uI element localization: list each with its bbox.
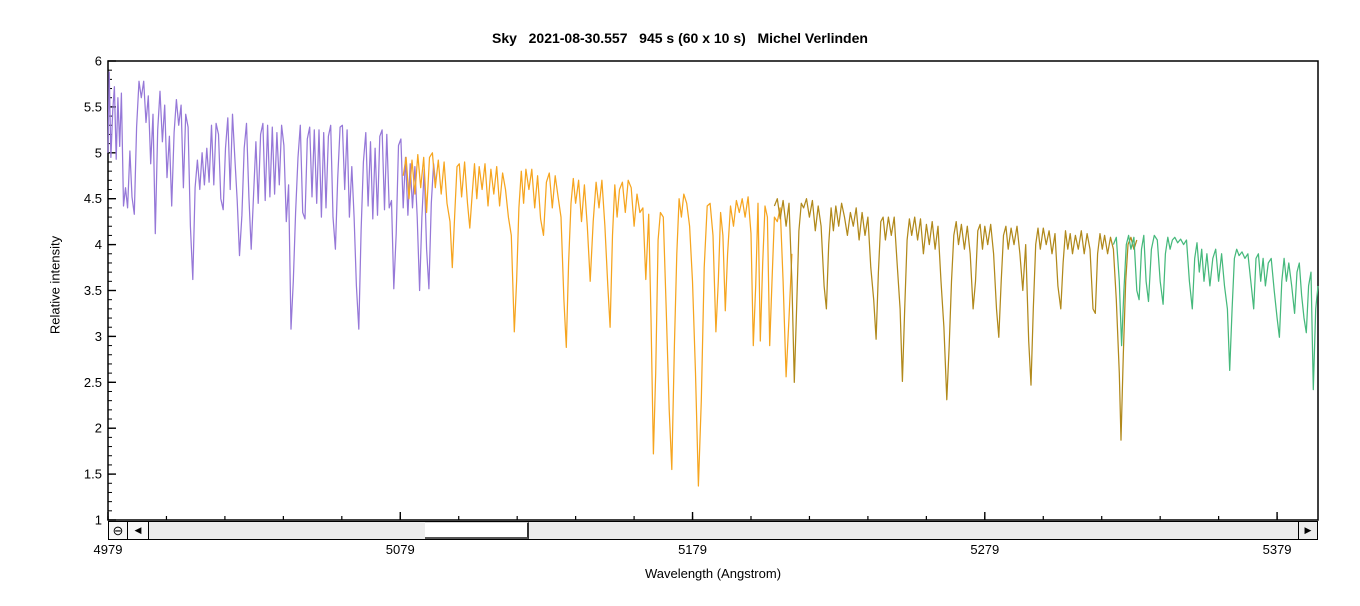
zoom-out-icon: ⊖ [112, 523, 124, 538]
right-arrow-icon: ▶ [1304, 525, 1312, 535]
x-tick-label: 5279 [970, 542, 999, 557]
y-tick-label: 6 [95, 54, 102, 69]
series-olive-segment [773, 198, 1138, 441]
scroll-left-button[interactable]: ◀ [128, 522, 149, 539]
x-tick-label: 4979 [94, 542, 123, 557]
y-tick-label: 4 [95, 237, 102, 252]
zoom-out-button[interactable]: ⊖ [109, 522, 128, 539]
y-tick-label: 3 [95, 329, 102, 344]
y-tick-label: 3.5 [84, 283, 102, 298]
y-tick-label: 2.5 [84, 375, 102, 390]
y-tick-label: 5 [95, 145, 102, 160]
y-tick-label: 5.5 [84, 99, 102, 114]
left-arrow-icon: ◀ [134, 525, 142, 535]
y-tick-label: 2 [95, 421, 102, 436]
series-green-segment [1112, 234, 1319, 391]
series-orange-segment [402, 152, 793, 487]
y-tick-label: 1 [95, 513, 102, 528]
x-tick-label: 5379 [1263, 542, 1292, 557]
scrollbar-thumb[interactable] [425, 522, 529, 539]
x-tick-label: 5179 [678, 542, 707, 557]
scroll-right-button[interactable]: ▶ [1298, 522, 1317, 539]
y-tick-label: 1.5 [84, 467, 102, 482]
x-axis-title: Wavelength (Angstrom) [644, 566, 782, 581]
series-violet-segment [107, 71, 436, 330]
y-tick-label: 4.5 [84, 191, 102, 206]
horizontal-scrollbar[interactable]: ⊖ ◀ ▶ [108, 521, 1318, 540]
x-tick-label: 5079 [386, 542, 415, 557]
chart-title: Sky 2021-08-30.557 945 s (60 x 10 s) Mic… [492, 30, 868, 46]
